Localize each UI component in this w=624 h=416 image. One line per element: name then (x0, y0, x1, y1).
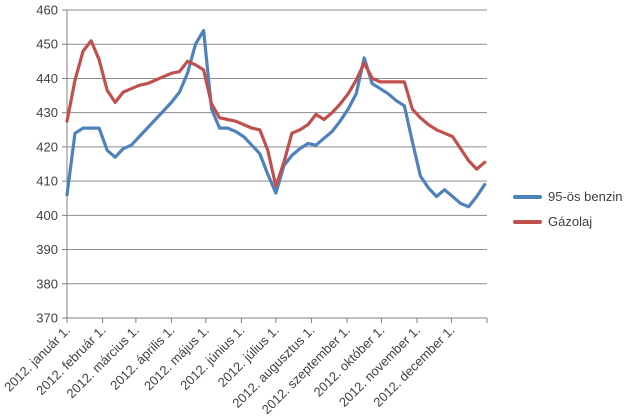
chart-legend: 95-ös benzin Gázolaj (513, 189, 622, 229)
y-axis-tick-label: 390 (36, 242, 58, 257)
legend-label-benzin: 95-ös benzin (548, 189, 623, 204)
gazolaj-line-swatch (513, 219, 542, 224)
benzin-line-swatch (513, 194, 542, 199)
y-axis-tick-label: 380 (36, 276, 58, 291)
y-axis-tick-label: 450 (36, 37, 58, 52)
series-line-gazolaj[interactable] (65, 39, 487, 188)
legend-item-gazolaj[interactable]: Gázolaj (513, 214, 622, 229)
y-axis-tick-label: 410 (36, 174, 58, 189)
y-axis-tick-label: 420 (36, 139, 58, 154)
legend-label-gazolaj: Gázolaj (548, 214, 593, 229)
y-axis-tick-label: 400 (36, 208, 58, 223)
y-axis-tick-label: 460 (36, 3, 58, 18)
legend-item-benzin[interactable]: 95-ös benzin (513, 189, 622, 204)
y-axis-tick-label: 440 (36, 71, 58, 86)
x-axis-tick-label: 2012. július 1. (215, 323, 282, 390)
series-line-benzin[interactable] (65, 28, 487, 209)
y-axis-tick-label: 430 (36, 105, 58, 120)
y-axis-tick-label: 370 (36, 311, 58, 326)
